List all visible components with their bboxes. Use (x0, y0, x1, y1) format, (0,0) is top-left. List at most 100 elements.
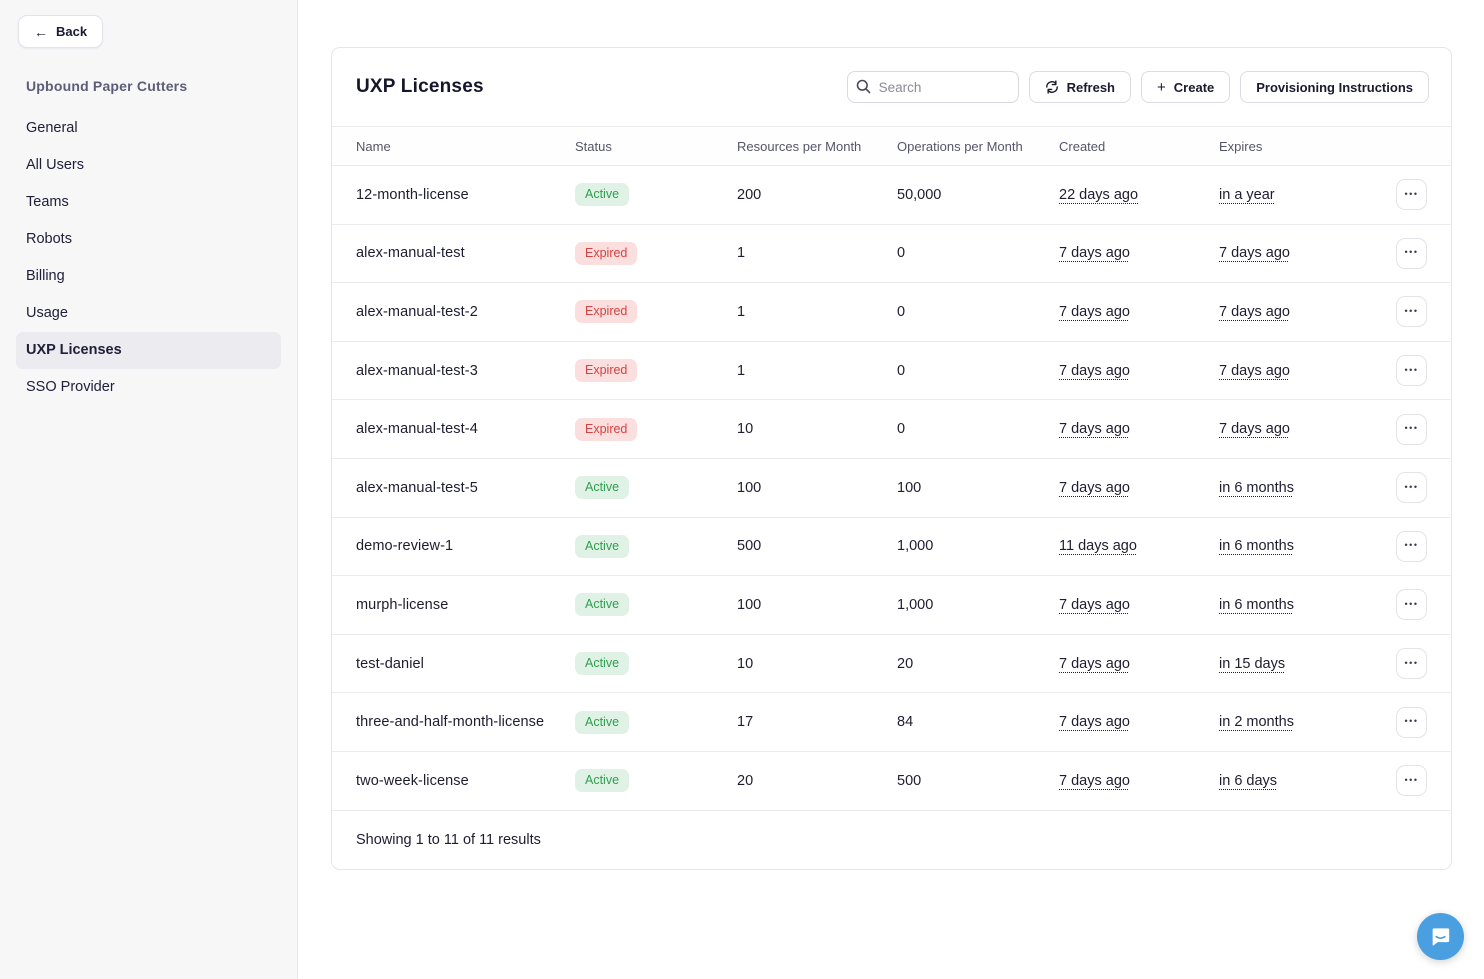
status-badge: Active (575, 183, 630, 207)
expires-cell: 7 days ago (1219, 304, 1379, 320)
created-value[interactable]: 7 days ago (1059, 303, 1130, 320)
results-summary: Showing 1 to 11 of 11 results (356, 831, 541, 848)
created-value[interactable]: 7 days ago (1059, 655, 1130, 672)
column-header-name: Name (356, 138, 391, 154)
sidebar-items: General All Users Teams Robots Billing U… (0, 110, 297, 406)
status-cell: Expired (575, 359, 737, 383)
expires-value[interactable]: 7 days ago (1219, 303, 1290, 320)
status-cell: Expired (575, 417, 737, 441)
license-name: murph-license (356, 596, 449, 613)
expires-value[interactable]: in 6 months (1219, 538, 1294, 555)
sidebar-item[interactable]: SSO Provider (26, 379, 115, 395)
sidebar-item[interactable]: Robots (26, 231, 72, 247)
license-name: alex-manual-test-3 (356, 362, 478, 379)
sidebar-item[interactable]: General (26, 120, 78, 136)
status-badge: Expired (575, 241, 638, 265)
table-row: alex-manual-test-5 Active 100 100 7 days… (332, 459, 1451, 518)
plus-icon: + (1157, 78, 1166, 96)
row-actions-button[interactable]: ••• (1396, 706, 1427, 738)
main-content: UXP Licenses Refresh (298, 0, 1484, 979)
table-row: test-daniel Active 10 20 7 days ago in 1… (332, 635, 1451, 694)
expires-cell: in 15 days (1219, 656, 1379, 672)
license-name: alex-manual-test (356, 245, 465, 262)
actions-cell: ••• (1379, 413, 1427, 445)
actions-cell: ••• (1379, 237, 1427, 269)
expires-value[interactable]: in 15 days (1219, 655, 1286, 672)
created-value[interactable]: 7 days ago (1059, 362, 1130, 379)
status-cell: Expired (575, 300, 737, 324)
column-header-created: Created (1059, 138, 1106, 154)
resources-per-month-value: 17 (737, 714, 754, 731)
back-arrow-icon: ← (34, 23, 48, 40)
row-actions-button[interactable]: ••• (1396, 530, 1427, 562)
license-name: two-week-license (356, 772, 469, 789)
expires-value[interactable]: in 6 days (1219, 772, 1278, 789)
expires-cell: in 2 months (1219, 714, 1379, 730)
toolbar: Refresh + Create Provisioning Instructio… (846, 71, 1429, 103)
table-row: alex-manual-test Expired 1 0 7 days ago … (332, 225, 1451, 284)
expires-cell: in 6 months (1219, 597, 1379, 613)
row-actions-button[interactable]: ••• (1396, 296, 1427, 328)
provisioning-instructions-button[interactable]: Provisioning Instructions (1240, 71, 1429, 103)
row-actions-button[interactable]: ••• (1396, 589, 1427, 621)
resources-per-month-value: 500 (737, 538, 762, 555)
table-row: demo-review-1 Active 500 1,000 11 days a… (332, 518, 1451, 577)
org-title: Upbound Paper Cutters (26, 78, 188, 94)
created-value[interactable]: 7 days ago (1059, 772, 1130, 789)
resources-per-month-value: 10 (737, 421, 754, 438)
created-value[interactable]: 7 days ago (1059, 245, 1130, 262)
expires-cell: in 6 days (1219, 773, 1379, 789)
created-value[interactable]: 7 days ago (1059, 479, 1130, 496)
sidebar-item[interactable]: Teams (26, 194, 69, 210)
page-title: UXP Licenses (356, 76, 484, 97)
created-value[interactable]: 7 days ago (1059, 596, 1130, 613)
sidebar-item[interactable]: All Users (26, 157, 85, 173)
created-value[interactable]: 22 days ago (1059, 186, 1139, 203)
resources-per-month-value: 100 (737, 596, 762, 613)
row-actions-button[interactable]: ••• (1396, 179, 1427, 211)
expires-value[interactable]: 7 days ago (1219, 362, 1290, 379)
expires-value[interactable]: in 2 months (1219, 714, 1294, 731)
operations-per-month-value: 500 (897, 772, 922, 789)
row-actions-button[interactable]: ••• (1396, 472, 1427, 504)
expires-value[interactable]: 7 days ago (1219, 245, 1290, 262)
operations-per-month-value: 0 (897, 421, 906, 438)
created-value[interactable]: 7 days ago (1059, 421, 1130, 438)
sidebar-nav: Upbound Paper Cutters General All Users … (0, 78, 297, 406)
status-cell: Active (575, 652, 737, 676)
actions-cell: ••• (1379, 530, 1427, 562)
table-row: two-week-license Active 20 500 7 days ag… (332, 752, 1451, 811)
status-badge: Active (575, 769, 630, 793)
row-actions-button[interactable]: ••• (1396, 237, 1427, 269)
sidebar-item[interactable]: Usage (26, 305, 68, 321)
created-cell: 7 days ago (1059, 304, 1219, 320)
row-actions-button[interactable]: ••• (1396, 413, 1427, 445)
row-actions-button[interactable]: ••• (1396, 765, 1427, 797)
resources-per-month-value: 100 (737, 479, 762, 496)
operations-per-month-value: 20 (897, 655, 914, 672)
resources-per-month-value: 1 (737, 362, 746, 379)
expires-value[interactable]: in 6 months (1219, 596, 1294, 613)
refresh-button[interactable]: Refresh (1028, 71, 1132, 103)
create-button[interactable]: + Create (1141, 71, 1231, 103)
table-header: Name Status Resources per Month Operatio… (332, 126, 1451, 166)
sidebar-item[interactable]: UXP Licenses (16, 332, 281, 369)
column-header-status: Status (575, 138, 612, 154)
create-button-label: Create (1173, 79, 1215, 95)
sidebar-item[interactable]: Billing (26, 268, 65, 284)
created-cell: 7 days ago (1059, 480, 1219, 496)
search-input[interactable] (846, 71, 1019, 103)
back-button[interactable]: ← Back (18, 15, 104, 48)
operations-per-month-value: 0 (897, 362, 906, 379)
created-value[interactable]: 7 days ago (1059, 714, 1130, 731)
expires-value[interactable]: in 6 months (1219, 479, 1294, 496)
created-value[interactable]: 11 days ago (1059, 538, 1137, 555)
expires-value[interactable]: 7 days ago (1219, 421, 1290, 438)
status-badge: Active (575, 534, 630, 558)
row-actions-button[interactable]: ••• (1396, 648, 1427, 680)
row-actions-button[interactable]: ••• (1396, 355, 1427, 387)
created-cell: 11 days ago (1059, 538, 1219, 554)
refresh-button-label: Refresh (1066, 79, 1116, 95)
chat-launcher-button[interactable] (1417, 913, 1464, 960)
expires-value[interactable]: in a year (1219, 186, 1275, 203)
